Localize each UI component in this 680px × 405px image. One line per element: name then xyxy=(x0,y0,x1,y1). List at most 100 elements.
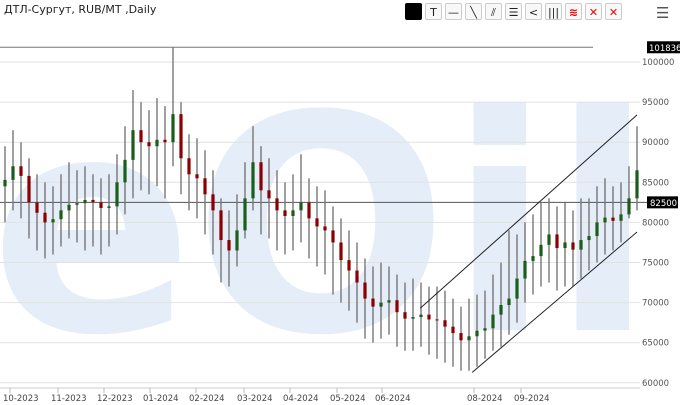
candle xyxy=(283,182,287,255)
candle xyxy=(227,210,231,287)
candle-body xyxy=(611,217,615,221)
candle-body xyxy=(355,270,359,283)
candle xyxy=(107,174,111,247)
candle xyxy=(235,194,239,267)
candle-body xyxy=(443,320,447,327)
max-price-tag xyxy=(647,41,680,54)
candle-body xyxy=(43,212,47,223)
candle xyxy=(59,174,63,247)
color-swatch-icon[interactable] xyxy=(405,3,422,20)
candle-body xyxy=(147,142,151,147)
candle-body xyxy=(115,182,119,207)
layers-icon[interactable]: ≋ xyxy=(565,3,582,20)
candle-body xyxy=(563,242,567,249)
candle xyxy=(507,230,511,335)
trend-line-icon[interactable]: ╲ xyxy=(465,3,482,20)
candle-body xyxy=(627,198,631,215)
last-price-label: 82500 xyxy=(650,199,677,209)
candle-body xyxy=(75,203,79,205)
text-tool-icon[interactable]: T xyxy=(425,3,442,20)
candle xyxy=(163,106,167,199)
candle xyxy=(299,154,303,243)
candle-body xyxy=(19,166,23,176)
candle-body xyxy=(587,236,591,241)
candle xyxy=(635,126,639,211)
delete-selected-icon[interactable]: ✕ xyxy=(585,3,602,20)
candle-body xyxy=(195,174,199,179)
vertical-lines-icon[interactable]: ||| xyxy=(545,3,562,20)
candle xyxy=(43,182,47,259)
candle xyxy=(571,210,575,287)
candle xyxy=(339,218,343,303)
candle-body xyxy=(179,114,183,159)
channel-lower-line xyxy=(471,231,638,373)
candle xyxy=(627,166,631,219)
x-tick-label: 12-2023 xyxy=(97,394,133,404)
candle-body xyxy=(603,217,607,223)
candle-body xyxy=(163,139,167,143)
fan-lines-icon[interactable]: < xyxy=(525,3,542,20)
candle xyxy=(547,198,551,283)
x-tick-label: 05-2024 xyxy=(330,394,366,404)
candle xyxy=(411,278,415,351)
candle xyxy=(275,170,279,251)
hamburger-menu-icon[interactable]: ☰ xyxy=(656,4,670,22)
candle-body xyxy=(387,300,391,303)
candle-body xyxy=(211,194,215,211)
candle-body xyxy=(11,166,15,180)
candle-body xyxy=(267,190,271,199)
x-tick-label: 10-2023 xyxy=(3,394,39,404)
delete-all-icon[interactable]: ✕ xyxy=(605,3,622,20)
candle-body xyxy=(107,206,111,208)
candle xyxy=(35,174,39,251)
candle xyxy=(75,170,79,243)
parallel-channel-icon[interactable]: ⫽ xyxy=(485,3,502,20)
candle-body xyxy=(515,278,519,299)
candle xyxy=(467,298,471,371)
candle-body xyxy=(347,260,351,271)
candle xyxy=(611,186,615,251)
candle-body xyxy=(555,234,559,249)
candle xyxy=(203,150,207,235)
candle xyxy=(19,142,23,219)
candle xyxy=(147,110,151,195)
candle-body xyxy=(315,218,319,227)
candle xyxy=(499,262,503,347)
candle xyxy=(395,274,399,347)
candle xyxy=(179,102,183,195)
candle xyxy=(83,166,87,251)
candle-body xyxy=(203,178,207,195)
candle xyxy=(131,90,135,199)
candle xyxy=(619,182,623,243)
candle xyxy=(259,146,263,235)
watermark-logo: eOil.ru xyxy=(0,52,680,401)
candle xyxy=(323,190,327,275)
fibonacci-levels-icon[interactable]: ☰ xyxy=(505,3,522,20)
candle-body xyxy=(283,210,287,216)
candle-body xyxy=(523,260,527,279)
candle xyxy=(427,286,431,355)
y-tick-label: 100000 xyxy=(642,58,674,68)
x-tick-label: 01-2024 xyxy=(143,394,179,404)
candle xyxy=(267,158,271,239)
candle xyxy=(475,294,479,367)
horizontal-line-icon[interactable]: — xyxy=(445,3,462,20)
candle xyxy=(315,186,319,267)
candle xyxy=(523,222,527,303)
candle-body xyxy=(363,282,367,299)
candle xyxy=(27,158,31,239)
candle-body xyxy=(67,204,71,211)
candle xyxy=(363,258,367,339)
candle xyxy=(347,230,351,311)
candle xyxy=(531,214,535,295)
candle-body xyxy=(547,234,551,245)
candle xyxy=(419,282,423,347)
y-tick-label: 80000 xyxy=(642,218,669,228)
candle-body xyxy=(59,210,63,220)
candle-body xyxy=(427,314,431,320)
candle-body xyxy=(299,202,303,211)
candle xyxy=(291,174,295,251)
candle-body xyxy=(155,139,159,147)
